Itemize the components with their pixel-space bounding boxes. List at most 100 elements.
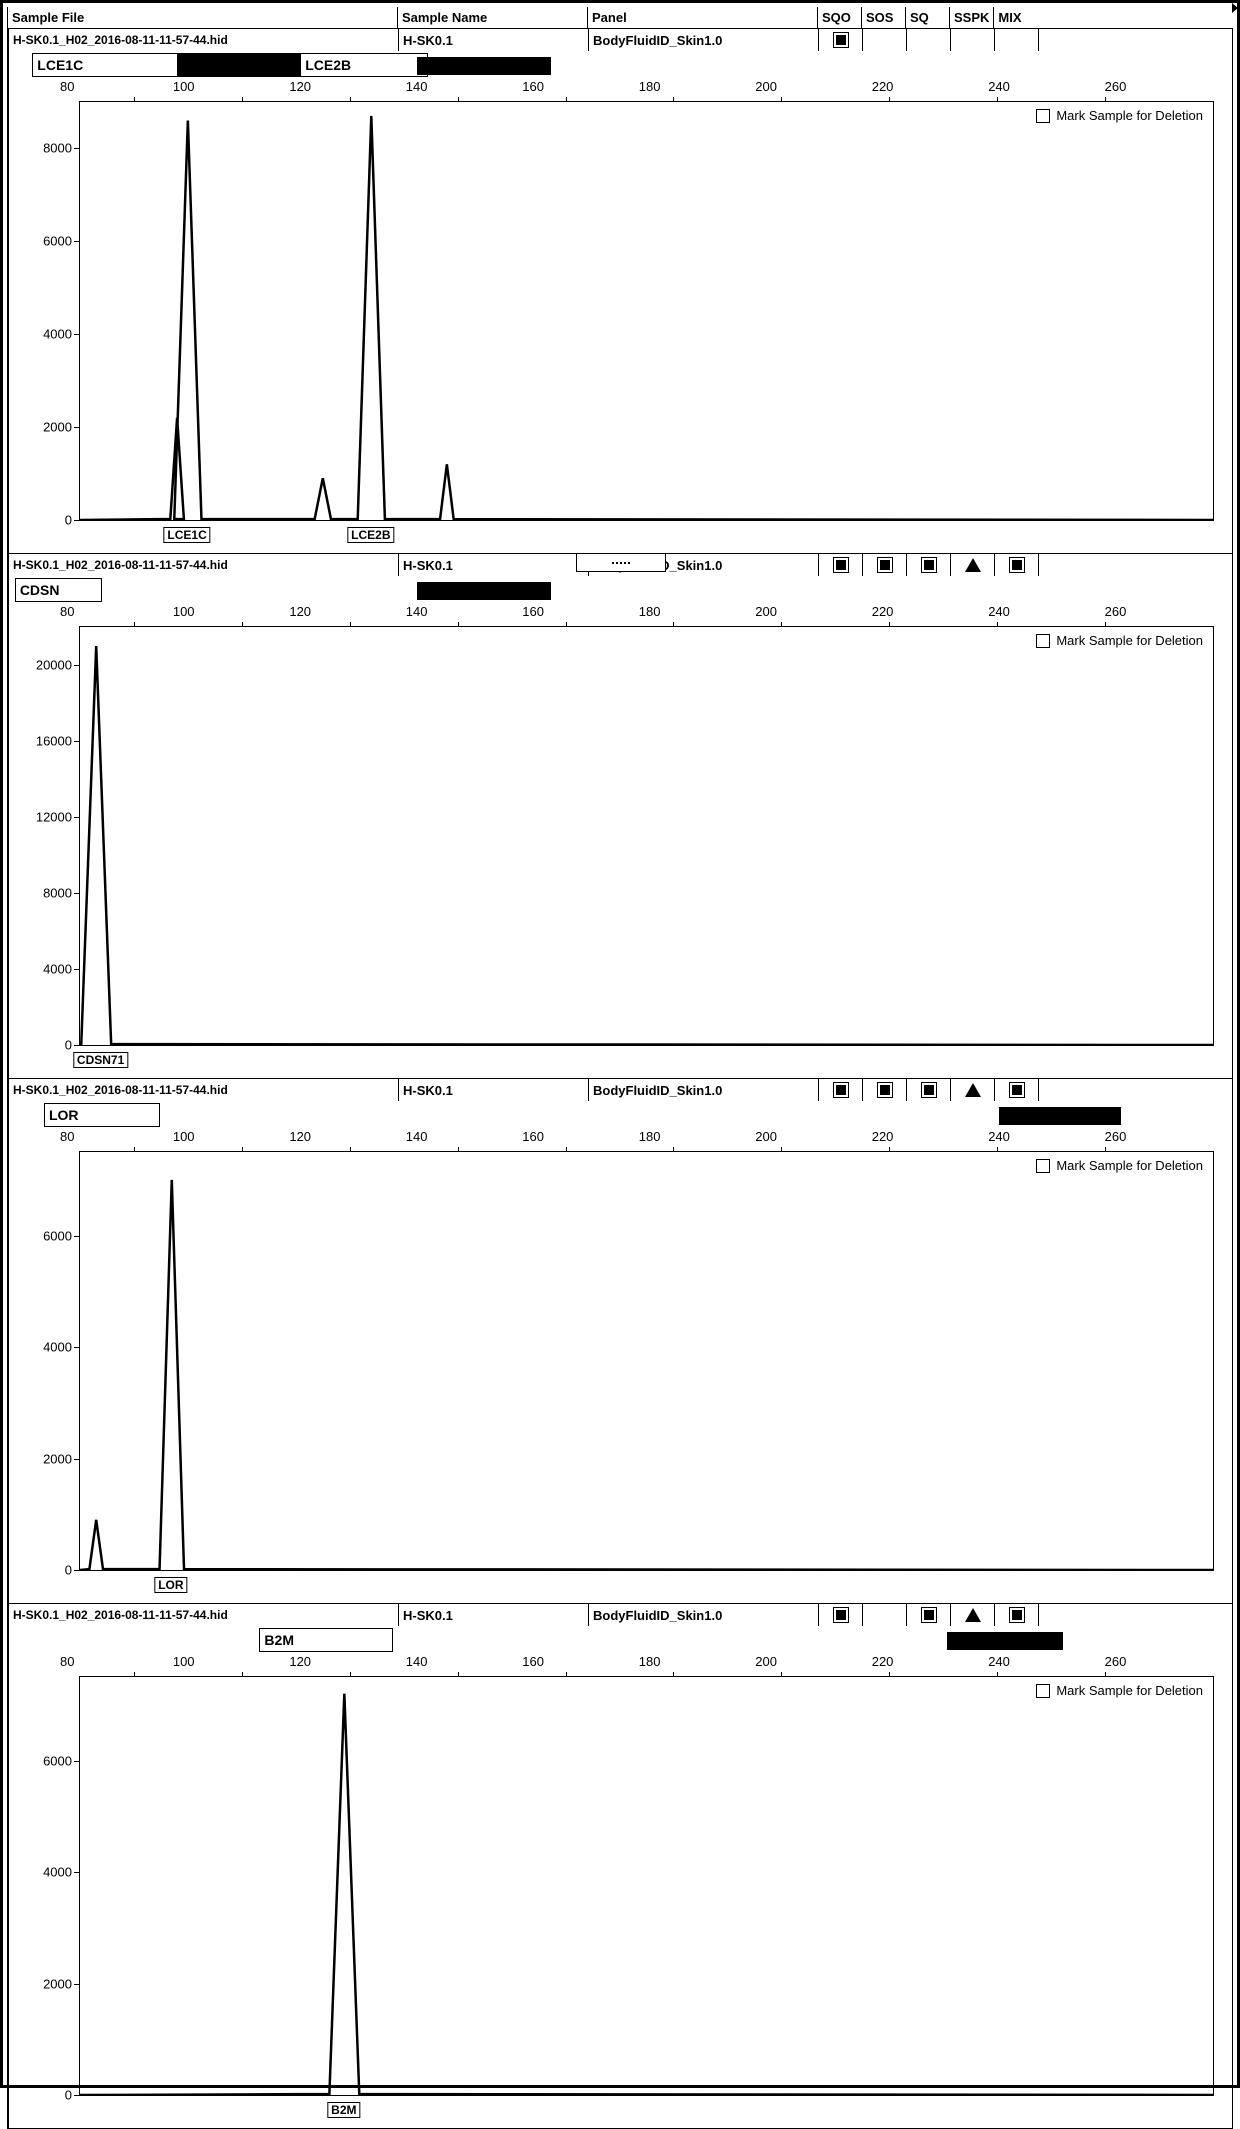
chart-plot-area[interactable]: Mark Sample for Deletion0400080001200016…: [79, 626, 1214, 1046]
col-sq[interactable]: SQ: [905, 7, 949, 28]
sq-flag[interactable]: [907, 29, 951, 51]
x-tick-label: 140: [406, 1129, 428, 1144]
panel-name-cell[interactable]: BodyFluidID_Skin1.0: [589, 1079, 819, 1101]
sample-name-cell[interactable]: H-SK0.1: [399, 554, 589, 576]
x-tick-label: 200: [755, 79, 777, 94]
x-tick-label: 180: [639, 604, 661, 619]
sspk-flag[interactable]: [951, 29, 995, 51]
mix-flag[interactable]: [995, 554, 1039, 576]
allele-call-label[interactable]: LOR: [154, 1577, 187, 1593]
electropherogram-trace: [80, 1152, 1213, 1570]
chart-plot-area[interactable]: Mark Sample for Deletion0200040006000: [79, 1151, 1214, 1571]
sq-flag[interactable]: [907, 554, 951, 576]
sample-name-cell[interactable]: H-SK0.1: [399, 1604, 589, 1626]
marker-label-box[interactable]: LCE2B: [300, 53, 428, 77]
mix-flag[interactable]: [995, 1079, 1039, 1101]
x-tick-label: 220: [872, 604, 894, 619]
electropherogram-panel: H-SK0.1_H02_2016-08-11-11-57-44.hid H-SK…: [7, 1604, 1233, 2129]
sample-name-cell[interactable]: H-SK0.1: [399, 1079, 589, 1101]
flag-square-icon: [921, 557, 937, 573]
allele-call-label[interactable]: LCE2B: [347, 527, 394, 543]
marker-label-box[interactable]: B2M: [259, 1628, 393, 1652]
sspk-flag[interactable]: [951, 554, 995, 576]
x-tick-label: 240: [988, 79, 1010, 94]
panel-name-cell[interactable]: BodyFluidID_Skin1.0: [589, 29, 819, 51]
sos-flag[interactable]: [863, 1604, 907, 1626]
allele-label-row: LCE1C LCE2B: [79, 527, 1214, 553]
flag-square-icon: [877, 557, 893, 573]
y-tick-label: 4000: [43, 327, 72, 342]
sample-file-cell[interactable]: H-SK0.1_H02_2016-08-11-11-57-44.hid: [9, 1079, 399, 1101]
allele-call-label[interactable]: B2M: [327, 2102, 360, 2118]
x-tick-label: 80: [60, 1129, 74, 1144]
y-tick-label: 20000: [36, 658, 72, 673]
col-panel[interactable]: Panel: [587, 7, 817, 28]
allele-call-label[interactable]: CDSN71: [73, 1052, 128, 1068]
flag-square-icon: [833, 557, 849, 573]
y-tick-label: 0: [65, 2088, 72, 2103]
flag-square-icon: [833, 1607, 849, 1623]
x-tick-label: 220: [872, 1129, 894, 1144]
electropherogram-panel: H-SK0.1_H02_2016-08-11-11-57-44.hid H-SK…: [7, 29, 1233, 554]
x-tick-label: 160: [522, 79, 544, 94]
y-tick-mark: [74, 2095, 80, 2096]
chart-plot-area[interactable]: Mark Sample for Deletion0200040006000800…: [79, 101, 1214, 521]
sample-file-cell[interactable]: H-SK0.1_H02_2016-08-11-11-57-44.hid: [9, 554, 399, 576]
chart-plot-area[interactable]: Mark Sample for Deletion0200040006000: [79, 1676, 1214, 2096]
x-tick-label: 160: [522, 1129, 544, 1144]
y-tick-label: 2000: [43, 1976, 72, 1991]
scroll-right-arrow-icon[interactable]: [1232, 3, 1238, 13]
col-sample-name[interactable]: Sample Name: [397, 7, 587, 28]
sqo-flag[interactable]: [819, 554, 863, 576]
col-sample-file[interactable]: Sample File: [7, 7, 397, 28]
flag-triangle-icon: [965, 558, 981, 572]
splitter-grip-icon[interactable]: [576, 554, 666, 572]
allele-label-row: B2M: [79, 2102, 1214, 2128]
col-sspk[interactable]: SSPK: [949, 7, 993, 28]
marker-label-box[interactable]: CDSN: [15, 578, 102, 602]
sample-file-cell[interactable]: H-SK0.1_H02_2016-08-11-11-57-44.hid: [9, 1604, 399, 1626]
x-tick-label: 260: [1105, 1654, 1127, 1669]
sqo-flag[interactable]: [819, 1079, 863, 1101]
col-sqo[interactable]: SQO: [817, 7, 861, 28]
marker-range-fill: [999, 1107, 1121, 1125]
sq-flag[interactable]: [907, 1604, 951, 1626]
marker-label-box[interactable]: LCE1C: [32, 53, 178, 77]
sos-flag[interactable]: [863, 1079, 907, 1101]
y-tick-label: 2000: [43, 1451, 72, 1466]
y-tick-label: 0: [65, 1038, 72, 1053]
y-tick-label: 0: [65, 1563, 72, 1578]
panel-name-cell[interactable]: BodyFluidID_Skin1.0: [589, 1604, 819, 1626]
x-tick-label: 160: [522, 604, 544, 619]
flag-triangle-icon: [965, 1083, 981, 1097]
sq-flag[interactable]: [907, 1079, 951, 1101]
x-tick-label: 100: [173, 1129, 195, 1144]
y-tick-label: 2000: [43, 420, 72, 435]
sample-file-cell[interactable]: H-SK0.1_H02_2016-08-11-11-57-44.hid: [9, 29, 399, 51]
x-tick-label: 200: [755, 1129, 777, 1144]
marker-label-box[interactable]: LOR: [44, 1103, 160, 1127]
flag-square-icon: [1009, 1082, 1025, 1098]
sample-name-cell[interactable]: H-SK0.1: [399, 29, 589, 51]
x-tick-label: 180: [639, 1129, 661, 1144]
electropherogram-panel: H-SK0.1_H02_2016-08-11-11-57-44.hid H-SK…: [7, 1079, 1233, 1604]
x-tick-label: 80: [60, 604, 74, 619]
sspk-flag[interactable]: [951, 1604, 995, 1626]
sqo-flag[interactable]: [819, 1604, 863, 1626]
flag-square-icon: [1009, 557, 1025, 573]
sos-flag[interactable]: [863, 29, 907, 51]
x-tick-label: 200: [755, 1654, 777, 1669]
mix-flag[interactable]: [995, 1604, 1039, 1626]
sqo-flag[interactable]: [819, 29, 863, 51]
allele-call-label[interactable]: LCE1C: [163, 527, 210, 543]
x-tick-label: 200: [755, 604, 777, 619]
x-tick-label: 120: [289, 79, 311, 94]
allele-label-row: LOR: [79, 1577, 1214, 1603]
sspk-flag[interactable]: [951, 1079, 995, 1101]
col-sos[interactable]: SOS: [861, 7, 905, 28]
marker-bar: B2M: [9, 1626, 1232, 1654]
col-mix[interactable]: MIX: [993, 7, 1037, 28]
sos-flag[interactable]: [863, 554, 907, 576]
y-tick-label: 12000: [36, 810, 72, 825]
mix-flag[interactable]: [995, 29, 1039, 51]
